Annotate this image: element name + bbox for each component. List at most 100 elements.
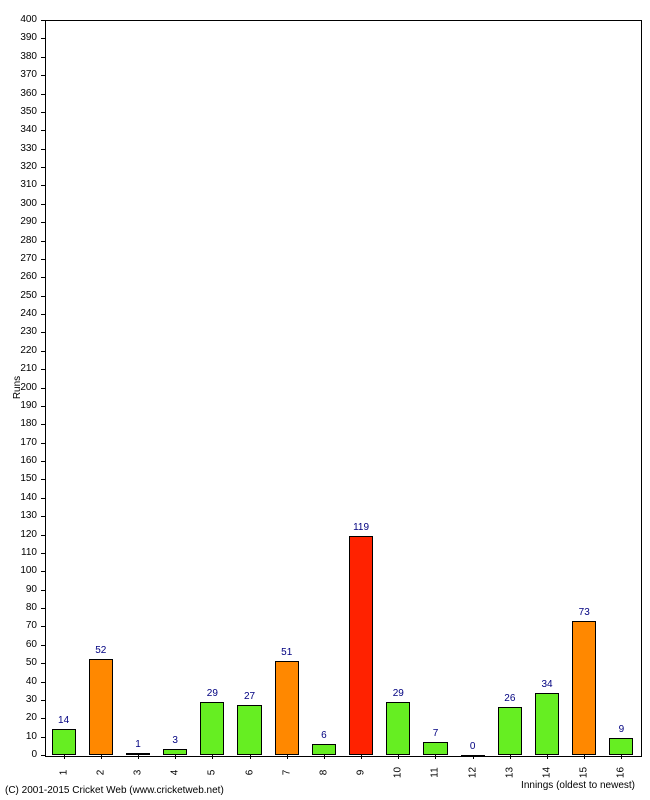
bar bbox=[349, 536, 373, 755]
y-tick-mark bbox=[41, 406, 45, 407]
y-tick-mark bbox=[41, 443, 45, 444]
bar bbox=[461, 755, 485, 757]
y-tick-label: 250 bbox=[0, 290, 37, 301]
x-tick-label: 1 bbox=[58, 763, 69, 783]
y-tick-label: 380 bbox=[0, 51, 37, 62]
y-tick-mark bbox=[41, 755, 45, 756]
y-tick-label: 180 bbox=[0, 418, 37, 429]
bar-value-label: 1 bbox=[119, 739, 156, 750]
y-tick-mark bbox=[41, 332, 45, 333]
x-tick-mark bbox=[101, 755, 102, 759]
y-tick-label: 20 bbox=[0, 712, 37, 723]
x-tick-label: 13 bbox=[504, 763, 515, 783]
bar bbox=[163, 749, 187, 755]
y-tick-label: 320 bbox=[0, 161, 37, 172]
y-tick-label: 260 bbox=[0, 271, 37, 282]
bar bbox=[498, 707, 522, 755]
bar bbox=[89, 659, 113, 755]
y-tick-mark bbox=[41, 553, 45, 554]
y-tick-mark bbox=[41, 167, 45, 168]
y-tick-label: 330 bbox=[0, 143, 37, 154]
bar-value-label: 29 bbox=[380, 688, 417, 699]
y-tick-label: 300 bbox=[0, 198, 37, 209]
y-tick-mark bbox=[41, 369, 45, 370]
x-tick-label: 10 bbox=[393, 763, 404, 783]
y-tick-mark bbox=[41, 535, 45, 536]
y-tick-label: 120 bbox=[0, 529, 37, 540]
x-tick-label: 8 bbox=[318, 763, 329, 783]
x-tick-mark bbox=[435, 755, 436, 759]
y-tick-mark bbox=[41, 479, 45, 480]
y-tick-label: 60 bbox=[0, 639, 37, 650]
bar bbox=[423, 742, 447, 755]
y-tick-label: 240 bbox=[0, 308, 37, 319]
bar-value-label: 73 bbox=[566, 607, 603, 618]
y-tick-mark bbox=[41, 388, 45, 389]
y-tick-mark bbox=[41, 130, 45, 131]
y-tick-label: 280 bbox=[0, 235, 37, 246]
y-tick-mark bbox=[41, 571, 45, 572]
y-tick-mark bbox=[41, 516, 45, 517]
bar-value-label: 119 bbox=[343, 522, 380, 533]
x-tick-label: 2 bbox=[95, 763, 106, 783]
y-tick-mark bbox=[41, 461, 45, 462]
y-tick-label: 190 bbox=[0, 400, 37, 411]
y-tick-label: 150 bbox=[0, 473, 37, 484]
chart-container: 0102030405060708090100110120130140150160… bbox=[0, 0, 650, 800]
y-tick-label: 340 bbox=[0, 124, 37, 135]
bar bbox=[572, 621, 596, 755]
y-tick-mark bbox=[41, 241, 45, 242]
x-tick-mark bbox=[250, 755, 251, 759]
y-tick-label: 70 bbox=[0, 620, 37, 631]
y-tick-label: 100 bbox=[0, 565, 37, 576]
y-tick-mark bbox=[41, 57, 45, 58]
bar-value-label: 26 bbox=[491, 693, 528, 704]
y-tick-label: 350 bbox=[0, 106, 37, 117]
y-tick-label: 10 bbox=[0, 731, 37, 742]
bar-value-label: 0 bbox=[454, 741, 491, 752]
y-tick-mark bbox=[41, 259, 45, 260]
bar bbox=[52, 729, 76, 755]
x-tick-mark bbox=[64, 755, 65, 759]
y-tick-label: 270 bbox=[0, 253, 37, 264]
bar-value-label: 27 bbox=[231, 691, 268, 702]
x-tick-mark bbox=[212, 755, 213, 759]
plot-area bbox=[45, 20, 642, 757]
y-tick-label: 30 bbox=[0, 694, 37, 705]
x-tick-label: 12 bbox=[467, 763, 478, 783]
x-tick-mark bbox=[138, 755, 139, 759]
x-tick-label: 3 bbox=[132, 763, 143, 783]
x-tick-label: 4 bbox=[170, 763, 181, 783]
y-tick-label: 80 bbox=[0, 602, 37, 613]
bar bbox=[535, 693, 559, 755]
y-tick-mark bbox=[41, 75, 45, 76]
bar-value-label: 9 bbox=[603, 724, 640, 735]
y-tick-mark bbox=[41, 185, 45, 186]
x-tick-mark bbox=[510, 755, 511, 759]
bar bbox=[200, 702, 224, 755]
y-tick-mark bbox=[41, 222, 45, 223]
bar-value-label: 3 bbox=[157, 735, 194, 746]
bar bbox=[609, 738, 633, 755]
y-tick-label: 160 bbox=[0, 455, 37, 466]
bar-value-label: 52 bbox=[82, 645, 119, 656]
bar bbox=[126, 753, 150, 755]
y-tick-mark bbox=[41, 682, 45, 683]
y-tick-mark bbox=[41, 351, 45, 352]
x-tick-label: 5 bbox=[207, 763, 218, 783]
y-tick-mark bbox=[41, 663, 45, 664]
bar bbox=[386, 702, 410, 755]
y-tick-label: 290 bbox=[0, 216, 37, 227]
x-tick-mark bbox=[621, 755, 622, 759]
y-tick-label: 170 bbox=[0, 437, 37, 448]
y-tick-label: 130 bbox=[0, 510, 37, 521]
y-tick-mark bbox=[41, 94, 45, 95]
y-tick-label: 0 bbox=[0, 749, 37, 760]
bar bbox=[312, 744, 336, 755]
y-tick-mark bbox=[41, 149, 45, 150]
bar-value-label: 7 bbox=[417, 728, 454, 739]
y-tick-label: 210 bbox=[0, 363, 37, 374]
y-tick-mark bbox=[41, 590, 45, 591]
x-tick-mark bbox=[584, 755, 585, 759]
x-tick-mark bbox=[175, 755, 176, 759]
